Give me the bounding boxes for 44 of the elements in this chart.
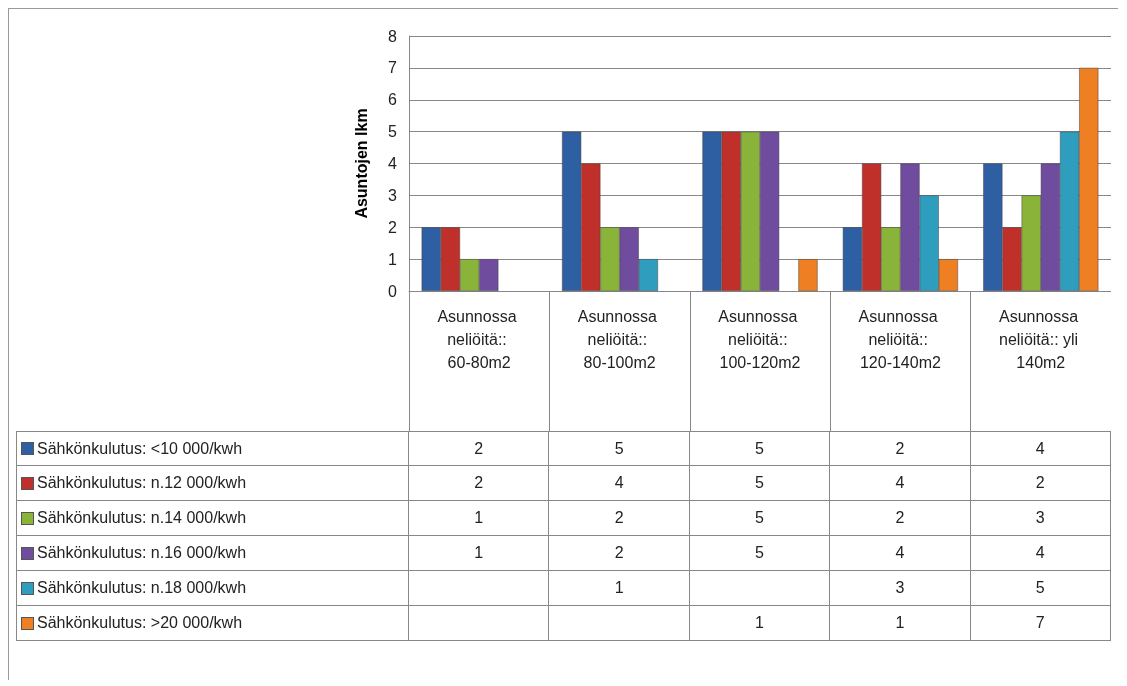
data-label: 2 — [549, 536, 690, 571]
x-tick-label: Asunnossa neliöitä:: yli 140m2 — [999, 308, 1083, 371]
legend-label: Sähkönkulutus: <10 000/kwh — [37, 439, 243, 458]
data-label: 5 — [689, 466, 831, 501]
data-label: 5 — [970, 571, 1111, 606]
x-tick-label: Asunnossa neliöitä:: 120-140m2 — [858, 308, 943, 371]
data-label: 3 — [830, 571, 971, 606]
data-label: 2 — [549, 501, 690, 536]
data-label: 3 — [970, 501, 1111, 536]
data-label: 4 — [970, 431, 1111, 466]
data-label: 5 — [549, 431, 690, 466]
y-tick-label: 0 — [388, 282, 398, 300]
data-label: 5 — [689, 501, 831, 536]
y-tick-label: 5 — [388, 123, 398, 141]
y-tick-label: 7 — [388, 59, 398, 77]
x-tick-label: Asunnossa neliöitä:: 100-120m2 — [718, 308, 802, 371]
data-label: 5 — [689, 431, 831, 466]
data-label: 5 — [689, 536, 831, 571]
legend-label: Sähkönkulutus: n.14 000/kwh — [37, 509, 247, 527]
y-tick-label: 1 — [388, 250, 398, 268]
y-tick-label: 3 — [388, 186, 398, 204]
y-tick-label: 2 — [388, 218, 398, 236]
x-tick-label: Asunnossa neliöitä:: 80-100m2 — [577, 308, 662, 371]
data-label: 2 — [830, 501, 971, 536]
x-tick-label: Asunnossa neliöitä:: 60-80m2 — [437, 308, 521, 371]
data-label: 4 — [830, 466, 971, 501]
data-label: 2 — [830, 431, 971, 466]
legend-label: Sähkönkulutus: n.16 000/kwh — [37, 544, 247, 562]
data-label: 1 — [549, 571, 690, 606]
y-tick-label: 6 — [388, 91, 398, 109]
legend-label: Sähkönkulutus: >20 000/kwh — [37, 614, 243, 632]
data-label: 2 — [970, 466, 1111, 501]
data-label: 4 — [830, 536, 971, 571]
data-label: 4 — [549, 466, 690, 501]
y-tick-label: 8 — [388, 27, 398, 45]
bar — [798, 259, 818, 291]
data-label: 7 — [970, 606, 1111, 641]
y-axis-title: Asuntojen lkm — [352, 108, 370, 219]
legend-label: Sähkönkulutus: n.12 000/kwh — [37, 474, 247, 492]
data-label: 1 — [830, 606, 971, 641]
legend-label: Sähkönkulutus: n.18 000/kwh — [37, 579, 247, 597]
y-tick-label: 4 — [388, 155, 398, 172]
data-label: 1 — [689, 606, 831, 641]
data-label: 4 — [970, 536, 1111, 571]
